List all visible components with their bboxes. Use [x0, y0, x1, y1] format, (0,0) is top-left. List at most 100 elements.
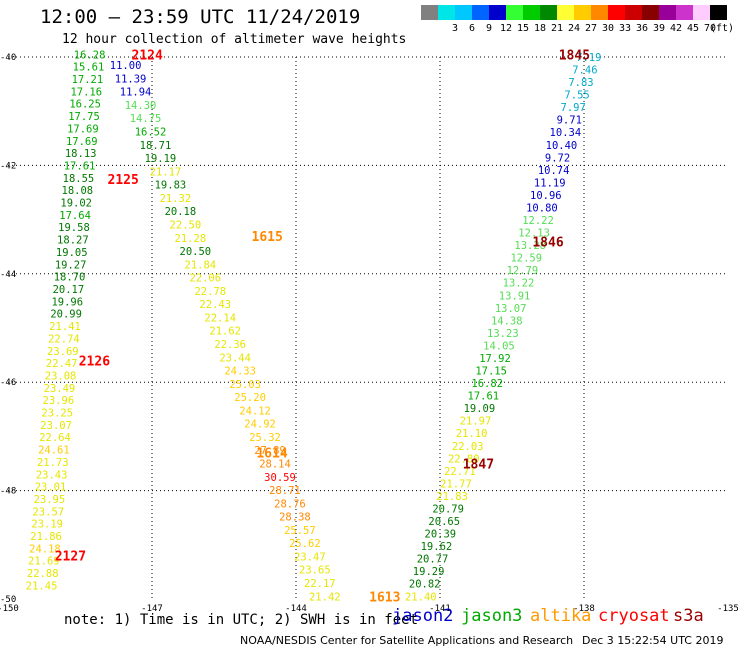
wave-height-value: 9.71 [557, 115, 582, 127]
time-label: 2124 [132, 48, 163, 63]
wave-height-value: 21.41 [49, 321, 81, 333]
wave-height-value: 10.96 [530, 190, 562, 202]
wave-height-value: 15.61 [73, 62, 105, 74]
wave-height-value: 22.47 [46, 358, 78, 370]
wave-height-value: 17.69 [67, 123, 99, 135]
wave-height-value: 22.36 [214, 339, 246, 351]
scale-label: 42 [669, 23, 683, 34]
x-tick-label: -144 [285, 604, 307, 614]
wave-height-value: 19.58 [58, 222, 90, 234]
wave-height-value: 30.59 [264, 472, 296, 484]
scale-label: 45 [686, 23, 700, 34]
wave-height-value: 21.28 [175, 233, 207, 245]
wave-height-value: 23.25 [41, 408, 73, 420]
scale-swatch [472, 5, 489, 20]
legend-entry: jason3 [461, 606, 523, 626]
wave-height-value: 21.86 [30, 531, 62, 543]
scale-swatch [710, 5, 727, 20]
scale-label: 39 [652, 23, 666, 34]
time-label: 1614 [256, 447, 287, 462]
wave-height-value: 22.80 [448, 453, 480, 465]
wave-height-value: 20.99 [50, 309, 82, 321]
wave-height-value: 14.38 [491, 315, 523, 327]
scale-swatch [438, 5, 455, 20]
wave-height-value: 22.71 [444, 466, 476, 478]
scale-label: 33 [618, 23, 632, 34]
wave-height-value: 21.45 [26, 580, 58, 592]
time-label: 1615 [252, 230, 283, 245]
wave-height-value: 21.97 [460, 416, 492, 428]
y-tick-label: -40 [0, 53, 16, 63]
wave-height-value: 23.49 [44, 383, 76, 395]
wave-height-value: 10.74 [538, 165, 570, 177]
scale-label: 70 [703, 23, 717, 34]
wave-height-value: 18.70 [54, 272, 86, 284]
wave-height-value: 21.83 [436, 491, 468, 503]
wave-height-value: 20.39 [425, 529, 457, 541]
wave-height-value: 23.69 [47, 346, 79, 358]
scale-swatch [523, 5, 540, 20]
time-label: 1613 [369, 590, 400, 605]
time-label: 2126 [79, 355, 110, 370]
wave-height-value: 22.14 [204, 312, 236, 324]
wave-height-value: 7.19 [576, 52, 601, 64]
wave-height-value: 24.92 [244, 419, 276, 431]
wave-height-value: 18.13 [65, 148, 97, 160]
wave-height-value: 22.03 [452, 441, 484, 453]
time-label: 1847 [463, 458, 494, 473]
wave-height-value: 10.34 [550, 127, 582, 139]
wave-height-value: 23.65 [299, 565, 331, 577]
scale-swatch [659, 5, 676, 20]
scale-label: 27 [584, 23, 598, 34]
wave-height-value: 20.50 [180, 246, 212, 258]
wave-height-value: 22.88 [27, 568, 59, 580]
wave-height-value: 22.43 [199, 299, 231, 311]
wave-height-value: 23.07 [40, 420, 72, 432]
scale-label: 24 [567, 23, 581, 34]
wave-height-value: 17.61 [64, 160, 96, 172]
wave-height-value: 21.10 [456, 428, 488, 440]
wave-height-value: 28.14 [259, 459, 291, 471]
wave-height-value: 14.05 [483, 340, 515, 352]
wave-height-value: 24.61 [38, 445, 70, 457]
wave-height-value: 19.29 [413, 566, 445, 578]
wave-height-value: 7.46 [572, 65, 597, 77]
y-tick-label: -42 [0, 161, 16, 171]
y-tick-label: -46 [0, 378, 16, 388]
wave-height-value: 13.23 [487, 328, 519, 340]
wave-height-value: 22.17 [304, 578, 336, 590]
scale-label: 9 [485, 23, 493, 34]
scale-swatch [574, 5, 591, 20]
wave-height-value: 22.06 [189, 273, 221, 285]
wave-height-value: 21.84 [184, 259, 216, 271]
wave-height-value: 19.09 [464, 403, 496, 415]
wave-height-value: 19.02 [60, 198, 92, 210]
scale-swatch [676, 5, 693, 20]
wave-height-value: 11.94 [120, 87, 152, 99]
scale-label: 30 [601, 23, 615, 34]
wave-height-value: 19.19 [145, 153, 177, 165]
wave-height-value: 17.21 [72, 74, 104, 86]
time-label: 1845 [559, 48, 590, 63]
wave-height-value: 28.76 [274, 498, 306, 510]
wave-height-value: 11.39 [115, 73, 147, 85]
wave-height-value: 22.64 [39, 432, 71, 444]
wave-height-value: 18.71 [140, 140, 172, 152]
wave-height-value: 28.38 [279, 512, 311, 524]
wave-height-value: 21.17 [150, 166, 182, 178]
wave-height-value: 22.50 [170, 219, 202, 231]
wave-height-value: 24.33 [224, 366, 256, 378]
wave-height-value: 17.69 [66, 136, 98, 148]
wave-height-value: 23.57 [32, 506, 64, 518]
wave-height-value: 17.61 [468, 391, 500, 403]
x-tick-label: -150 [0, 604, 19, 614]
wave-height-value: 17.16 [70, 86, 102, 98]
wave-height-value: 17.64 [59, 210, 91, 222]
scale-swatch [455, 5, 472, 20]
generation-timestamp: Dec 3 15:22:54 UTC 2019 [582, 634, 724, 647]
wave-height-value: 10.80 [526, 202, 558, 214]
chart-title: 12:00 — 23:59 UTC 11/24/2019 [40, 6, 361, 28]
scale-swatch [693, 5, 710, 20]
wave-height-value: 7.97 [561, 102, 586, 114]
wave-height-value: 10.40 [546, 140, 578, 152]
